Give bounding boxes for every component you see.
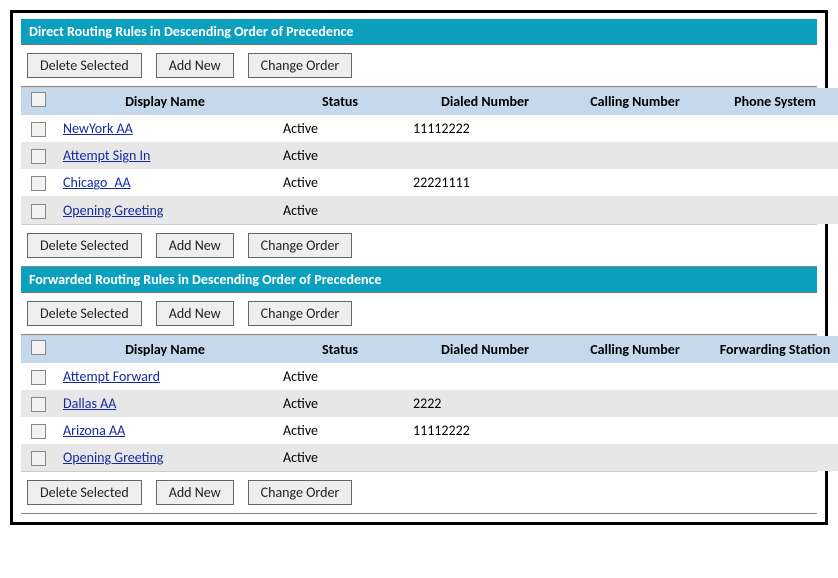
- table-header-row: Display Name Status Dialed Number Callin…: [21, 336, 838, 363]
- rule-last: [705, 444, 838, 471]
- table-header-row: Display Name Status Dialed Number Callin…: [21, 88, 838, 115]
- rule-dialed: 2222: [405, 390, 565, 417]
- change-order-button[interactable]: Change Order: [248, 53, 353, 78]
- rule-status: Active: [275, 196, 405, 223]
- rule-calling: [565, 142, 705, 169]
- table-row: NewYork AA Active 11112222: [21, 115, 838, 142]
- table-row: Attempt Sign In Active: [21, 142, 838, 169]
- add-new-button[interactable]: Add New: [156, 480, 234, 505]
- rule-link[interactable]: Chicago_AA: [63, 174, 131, 191]
- col-status: Status: [275, 336, 405, 363]
- row-checkbox[interactable]: [31, 370, 46, 385]
- rule-dialed: 11112222: [405, 417, 565, 444]
- rule-dialed: 22221111: [405, 169, 565, 196]
- rule-calling: [565, 417, 705, 444]
- forwarded-rules-table: Display Name Status Dialed Number Callin…: [21, 336, 838, 472]
- rule-last: [705, 142, 838, 169]
- forwarded-rules-toolbar-bottom: Delete Selected Add New Change Order: [21, 471, 817, 514]
- col-status: Status: [275, 88, 405, 115]
- row-checkbox[interactable]: [31, 451, 46, 466]
- add-new-button[interactable]: Add New: [156, 53, 234, 78]
- rule-status: Active: [275, 390, 405, 417]
- direct-rules-header: Direct Routing Rules in Descending Order…: [21, 19, 817, 45]
- rule-dialed: 11112222: [405, 115, 565, 142]
- delete-selected-button[interactable]: Delete Selected: [27, 53, 142, 78]
- rule-last: [705, 390, 838, 417]
- add-new-button[interactable]: Add New: [156, 301, 234, 326]
- rule-calling: [565, 169, 705, 196]
- rule-link[interactable]: Arizona AA: [63, 422, 125, 439]
- direct-rules-toolbar-top: Delete Selected Add New Change Order: [21, 45, 817, 87]
- change-order-button[interactable]: Change Order: [248, 301, 353, 326]
- col-calling-number: Calling Number: [565, 336, 705, 363]
- rule-last: [705, 363, 838, 390]
- rule-status: Active: [275, 417, 405, 444]
- col-calling-number: Calling Number: [565, 88, 705, 115]
- row-checkbox[interactable]: [31, 397, 46, 412]
- rule-link[interactable]: Attempt Forward: [63, 368, 160, 385]
- rule-status: Active: [275, 444, 405, 471]
- col-display-name: Display Name: [55, 336, 275, 363]
- col-forwarding-station: Forwarding Station: [705, 336, 838, 363]
- rule-last: [705, 115, 838, 142]
- table-row: Chicago_AA Active 22221111: [21, 169, 838, 196]
- rule-link[interactable]: NewYork AA: [63, 120, 133, 137]
- delete-selected-button[interactable]: Delete Selected: [27, 301, 142, 326]
- rule-status: Active: [275, 169, 405, 196]
- table-row: Attempt Forward Active: [21, 363, 838, 390]
- rule-last: [705, 417, 838, 444]
- table-row: Opening Greeting Active: [21, 196, 838, 223]
- delete-selected-button[interactable]: Delete Selected: [27, 480, 142, 505]
- change-order-button[interactable]: Change Order: [248, 233, 353, 258]
- rule-calling: [565, 444, 705, 471]
- rule-calling: [565, 363, 705, 390]
- forwarded-rules-header: Forwarded Routing Rules in Descending Or…: [21, 267, 817, 293]
- change-order-button[interactable]: Change Order: [248, 480, 353, 505]
- row-checkbox[interactable]: [31, 204, 46, 219]
- rule-status: Active: [275, 363, 405, 390]
- select-all-checkbox[interactable]: [31, 92, 46, 107]
- rule-status: Active: [275, 115, 405, 142]
- direct-rules-table: Display Name Status Dialed Number Callin…: [21, 88, 838, 224]
- rule-link[interactable]: Opening Greeting: [63, 449, 163, 466]
- table-row: Opening Greeting Active: [21, 444, 838, 471]
- rule-link[interactable]: Opening Greeting: [63, 202, 163, 219]
- rule-dialed: [405, 444, 565, 471]
- forwarded-rules-toolbar-top: Delete Selected Add New Change Order: [21, 293, 817, 335]
- col-phone-system: Phone System: [705, 88, 838, 115]
- row-checkbox[interactable]: [31, 424, 46, 439]
- rule-dialed: [405, 142, 565, 169]
- rule-dialed: [405, 363, 565, 390]
- add-new-button[interactable]: Add New: [156, 233, 234, 258]
- col-dialed-number: Dialed Number: [405, 336, 565, 363]
- rule-link[interactable]: Dallas AA: [63, 395, 116, 412]
- direct-rules-toolbar-bottom: Delete Selected Add New Change Order: [21, 224, 817, 267]
- select-all-checkbox[interactable]: [31, 340, 46, 355]
- delete-selected-button[interactable]: Delete Selected: [27, 233, 142, 258]
- rule-last: [705, 196, 838, 223]
- rule-calling: [565, 115, 705, 142]
- row-checkbox[interactable]: [31, 176, 46, 191]
- col-display-name: Display Name: [55, 88, 275, 115]
- rule-dialed: [405, 196, 565, 223]
- table-row: Arizona AA Active 11112222: [21, 417, 838, 444]
- rule-calling: [565, 390, 705, 417]
- rule-last: [705, 169, 838, 196]
- row-checkbox[interactable]: [31, 149, 46, 164]
- rule-calling: [565, 196, 705, 223]
- rule-status: Active: [275, 142, 405, 169]
- routing-rules-panel: Direct Routing Rules in Descending Order…: [10, 10, 828, 525]
- col-dialed-number: Dialed Number: [405, 88, 565, 115]
- table-row: Dallas AA Active 2222: [21, 390, 838, 417]
- rule-link[interactable]: Attempt Sign In: [63, 147, 150, 164]
- row-checkbox[interactable]: [31, 122, 46, 137]
